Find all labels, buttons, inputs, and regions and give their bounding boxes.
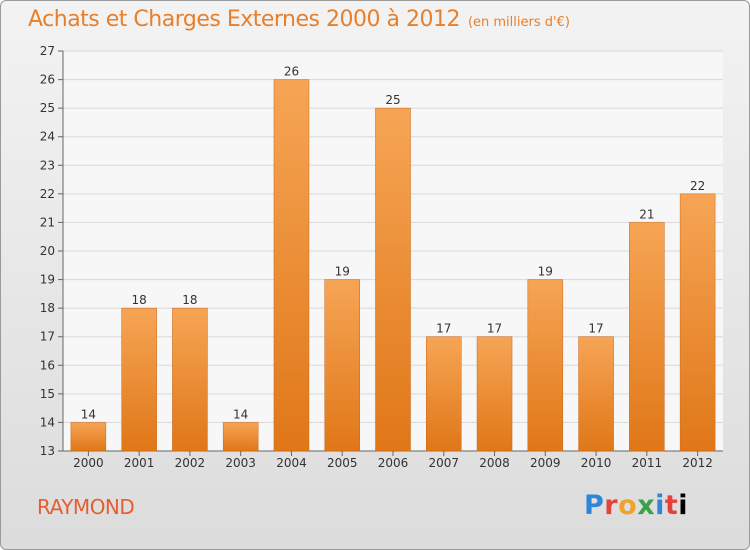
data-label: 26: [284, 65, 299, 79]
proxiti-logo[interactable]: Proxiti: [584, 490, 688, 521]
data-label: 18: [132, 293, 147, 307]
x-tick-label: 2009: [530, 456, 561, 470]
x-tick-label: 2010: [581, 456, 612, 470]
data-label: 17: [436, 322, 451, 336]
bar: [578, 336, 614, 452]
data-label: 14: [233, 407, 248, 421]
bar: [222, 422, 259, 452]
logo-letter: i: [678, 490, 689, 521]
data-label: 14: [81, 407, 96, 421]
data-label: 17: [588, 322, 603, 336]
bar: [679, 193, 716, 452]
y-tick-label: 21: [40, 215, 55, 229]
y-tick-label: 24: [40, 130, 55, 144]
logo-letter: i: [655, 490, 665, 521]
data-label: 18: [182, 293, 197, 307]
y-tick-label: 20: [40, 244, 55, 258]
y-tick-label: 19: [40, 273, 55, 287]
y-tick-label: 27: [40, 44, 55, 58]
y-tick-label: 25: [40, 101, 55, 115]
y-tick-label: 26: [40, 73, 55, 87]
x-tick-label: 2012: [682, 456, 713, 470]
y-tick-label: 22: [40, 187, 55, 201]
x-tick-label: 2006: [378, 456, 409, 470]
x-axis-ticks: 2000 2001 2002 2003 2004 2005 2006 2007 2008 2009…: [73, 451, 713, 470]
bar: [273, 79, 310, 452]
y-tick-label: 13: [40, 444, 55, 458]
logo-letter: P: [584, 490, 605, 521]
x-tick-label: 2001: [124, 456, 155, 470]
bar: [527, 279, 564, 452]
logo-letter: o: [618, 490, 638, 521]
data-label: 21: [639, 207, 654, 221]
bar: [121, 307, 157, 452]
x-tick-label: 2008: [479, 456, 510, 470]
data-label: 22: [690, 179, 705, 193]
logo-letter: x: [637, 490, 656, 521]
chart-title: Achats et Charges Externes 2000 à 2012 (e…: [28, 7, 570, 32]
bars: [70, 79, 716, 452]
chart-title-text: Achats et Charges Externes 2000 à 2012: [28, 7, 460, 32]
x-tick-label: 2003: [225, 456, 256, 470]
bar: [324, 279, 360, 452]
bar: [426, 336, 462, 452]
y-tick-label: 16: [40, 358, 55, 372]
chart-subtitle: (en milliers d'€): [467, 15, 570, 30]
bar: [172, 307, 208, 452]
y-tick-label: 14: [40, 415, 55, 429]
data-label: 19: [538, 265, 553, 279]
commune-name: RAYMOND: [37, 495, 135, 519]
x-tick-label: 2005: [327, 456, 358, 470]
data-label: 25: [385, 93, 400, 107]
logo-letter: r: [604, 490, 619, 521]
data-label: 17: [487, 322, 502, 336]
data-label: 19: [335, 265, 350, 279]
y-tick-label: 15: [40, 387, 55, 401]
data-labels: 14 18 18 14 26 19 25 17 17 19 17 21 22: [81, 65, 706, 422]
y-axis-ticks: 13 14 15 16 17 18 19 20 21 22 23 24 25 26 27: [40, 44, 63, 458]
x-tick-label: 2000: [73, 456, 104, 470]
bar: [476, 336, 513, 452]
x-tick-label: 2004: [276, 456, 307, 470]
x-tick-label: 2007: [428, 456, 459, 470]
logo-letter: t: [664, 490, 679, 521]
bar: [629, 222, 665, 452]
x-tick-label: 2002: [175, 456, 206, 470]
y-tick-label: 23: [40, 158, 55, 172]
y-tick-label: 18: [40, 301, 55, 315]
y-tick-label: 17: [40, 330, 55, 344]
bar: [70, 422, 107, 452]
x-tick-label: 2011: [632, 456, 663, 470]
bar: [375, 107, 411, 452]
